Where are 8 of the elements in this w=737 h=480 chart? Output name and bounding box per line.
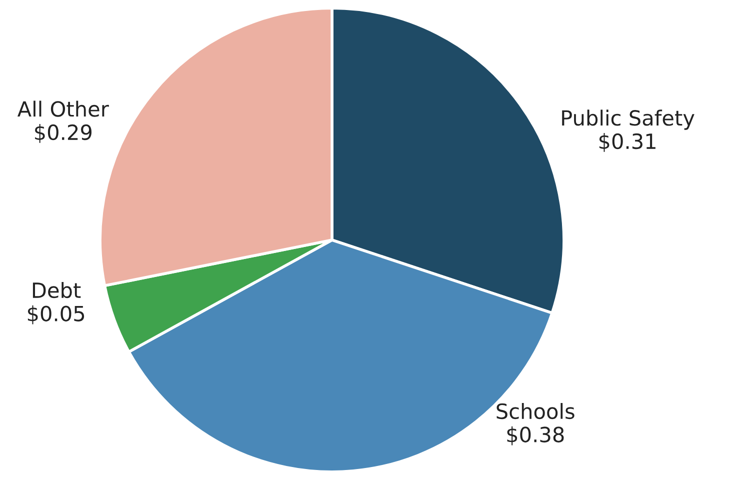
data-label: $0.31 bbox=[599, 133, 656, 152]
slice-label: Schools bbox=[496, 402, 574, 420]
slice-label: Public Safety bbox=[562, 110, 694, 130]
slice-label: Debt bbox=[32, 282, 81, 298]
data-label: $0.29 bbox=[35, 124, 92, 143]
slice-label: All Other bbox=[17, 100, 109, 117]
data-label: $0.38 bbox=[507, 426, 564, 446]
data-label: $0.05 bbox=[28, 305, 84, 324]
